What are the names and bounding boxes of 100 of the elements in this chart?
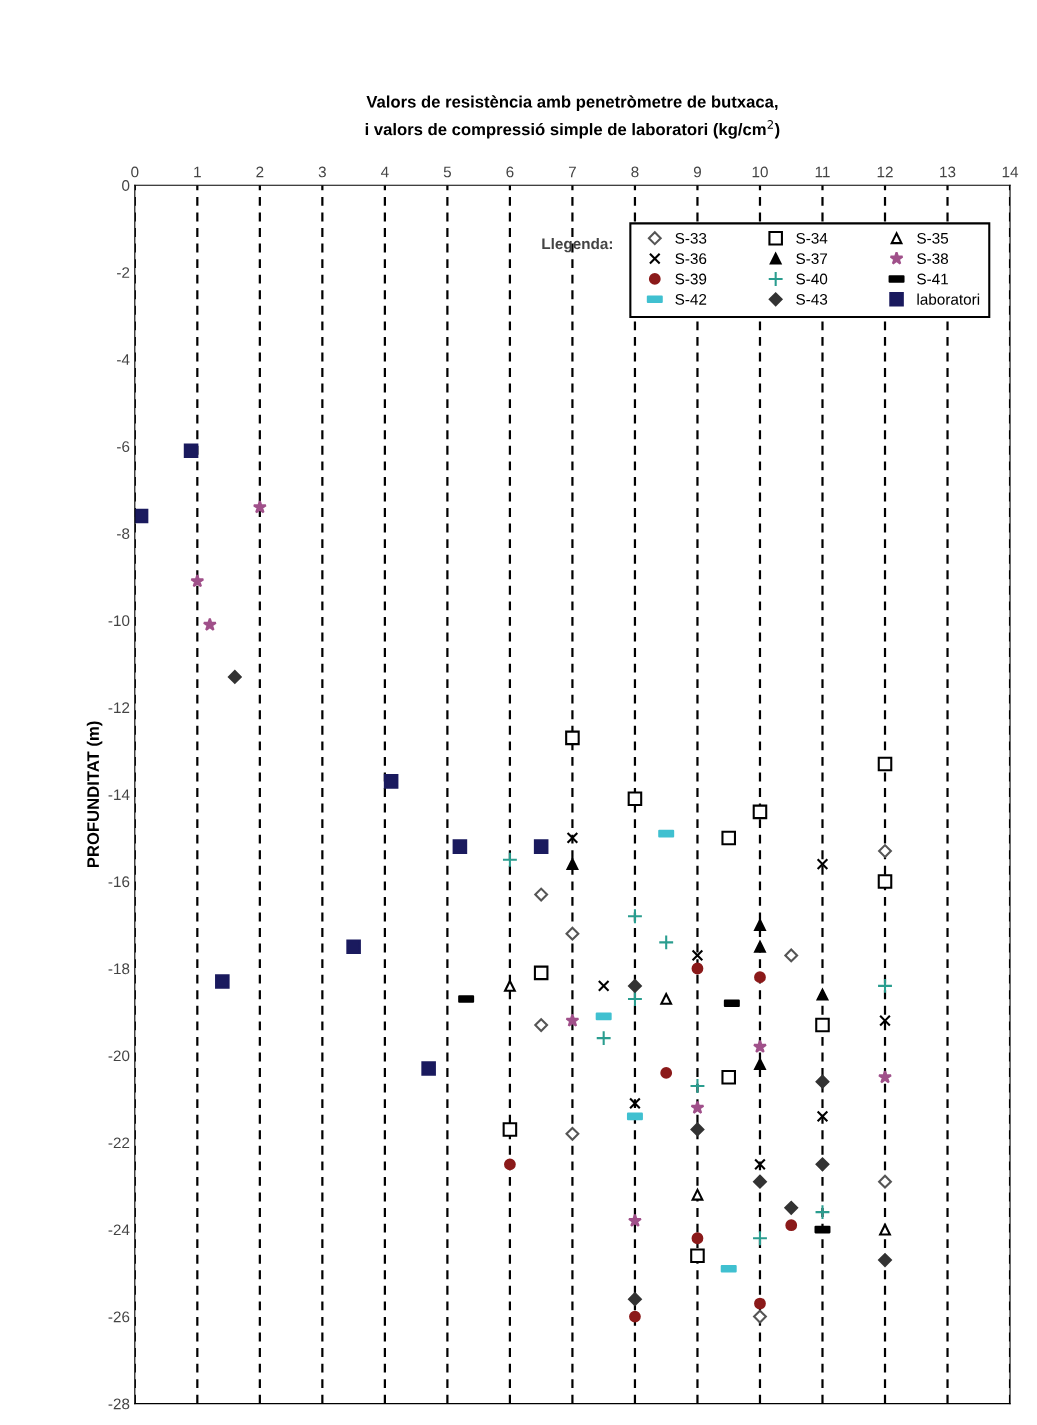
point bbox=[785, 1219, 798, 1232]
point bbox=[784, 948, 799, 963]
point bbox=[815, 1074, 830, 1089]
point bbox=[565, 1126, 580, 1141]
point bbox=[878, 1174, 892, 1189]
y-tick-label: -12 bbox=[108, 702, 130, 713]
point bbox=[502, 1122, 518, 1137]
y-axis-title: PROFUNDITAT (m) bbox=[86, 721, 103, 868]
point bbox=[565, 926, 580, 941]
x-tick-label: 11 bbox=[815, 166, 830, 178]
x-tick-label: 4 bbox=[380, 166, 389, 178]
point bbox=[879, 1223, 891, 1236]
x-tick-label: 1 bbox=[194, 166, 201, 178]
point bbox=[690, 1248, 705, 1263]
point bbox=[658, 934, 675, 951]
x-tick-label: 9 bbox=[693, 166, 701, 178]
point bbox=[215, 974, 230, 989]
x-tick-label: 2 bbox=[256, 166, 264, 178]
point bbox=[202, 617, 217, 631]
point bbox=[815, 1017, 830, 1033]
y-tick-label: -16 bbox=[108, 876, 130, 888]
point bbox=[691, 1188, 704, 1201]
point bbox=[816, 1110, 829, 1123]
legend-label: S-38 bbox=[917, 253, 949, 265]
point bbox=[754, 971, 766, 984]
legend-title: Llegenda: bbox=[542, 237, 612, 253]
chart-title: Valors de resistència amb penetròmetre de butxaca, i valors de compressió simple de laboratori (kg/cm$^{2}$) bbox=[365, 95, 780, 139]
x-tick-label: 0 bbox=[131, 166, 139, 178]
point bbox=[879, 1014, 891, 1027]
legend-label: S-37 bbox=[796, 253, 828, 265]
point bbox=[504, 1158, 516, 1171]
y-tick-label: -24 bbox=[108, 1224, 130, 1236]
legend-label: S-41 bbox=[917, 273, 948, 285]
point bbox=[690, 1100, 705, 1114]
point bbox=[754, 1297, 766, 1310]
point bbox=[878, 1253, 892, 1267]
legend-label: S-35 bbox=[917, 232, 949, 244]
y-tick-label: -4 bbox=[117, 354, 130, 365]
legend-label: S-43 bbox=[796, 293, 828, 305]
point bbox=[689, 1077, 706, 1094]
y-tick-label: 0 bbox=[122, 180, 130, 191]
point bbox=[628, 1292, 642, 1307]
point bbox=[421, 1061, 436, 1076]
y-tick-label: -18 bbox=[108, 963, 130, 975]
legend-label: S-40 bbox=[796, 273, 828, 285]
point bbox=[626, 990, 643, 1007]
point bbox=[752, 804, 768, 820]
point bbox=[754, 1158, 766, 1171]
y-tick-label: -8 bbox=[117, 528, 130, 540]
point bbox=[626, 908, 643, 925]
point bbox=[815, 1157, 830, 1172]
point bbox=[816, 858, 829, 870]
x-tick-label: 8 bbox=[631, 166, 639, 178]
point bbox=[629, 1310, 641, 1323]
point bbox=[753, 1309, 767, 1324]
point bbox=[627, 791, 643, 807]
point bbox=[190, 573, 205, 588]
legend-label: S-36 bbox=[675, 253, 707, 265]
legend-label: laboratori bbox=[917, 293, 980, 305]
point bbox=[627, 1213, 642, 1227]
point bbox=[628, 978, 642, 993]
point bbox=[565, 1013, 580, 1027]
legend-label: S-34 bbox=[796, 232, 828, 244]
point bbox=[752, 1039, 767, 1053]
y-tick-label: -6 bbox=[117, 441, 130, 453]
point bbox=[134, 508, 149, 524]
x-tick-label: 14 bbox=[1002, 166, 1019, 178]
point bbox=[566, 832, 579, 844]
point bbox=[452, 839, 468, 854]
y-tick-label: -28 bbox=[108, 1398, 130, 1410]
y-tick-label: -14 bbox=[108, 789, 130, 800]
x-tick-label: 7 bbox=[568, 166, 576, 178]
point bbox=[533, 839, 549, 854]
point bbox=[660, 1067, 673, 1079]
point bbox=[252, 499, 267, 514]
point bbox=[816, 988, 829, 1001]
point bbox=[566, 858, 579, 870]
point bbox=[814, 1204, 831, 1221]
point bbox=[877, 977, 893, 994]
y-tick-label: -20 bbox=[108, 1050, 130, 1062]
point bbox=[595, 1030, 612, 1047]
point bbox=[183, 443, 199, 458]
point bbox=[878, 844, 892, 858]
point bbox=[751, 1230, 768, 1247]
point bbox=[629, 1097, 641, 1110]
point bbox=[597, 979, 610, 992]
y-tick-label: -26 bbox=[108, 1311, 130, 1323]
point bbox=[721, 830, 737, 846]
point bbox=[690, 1122, 705, 1137]
x-tick-label: 12 bbox=[877, 166, 893, 178]
point bbox=[533, 965, 549, 981]
y-tick-label: -2 bbox=[117, 267, 130, 278]
point bbox=[534, 887, 549, 902]
point bbox=[753, 1174, 767, 1189]
point bbox=[784, 1200, 799, 1215]
legend-label: S-33 bbox=[675, 232, 707, 244]
point bbox=[721, 1069, 737, 1085]
point bbox=[691, 949, 704, 962]
point bbox=[534, 1018, 549, 1032]
x-tick-label: 5 bbox=[443, 166, 451, 178]
